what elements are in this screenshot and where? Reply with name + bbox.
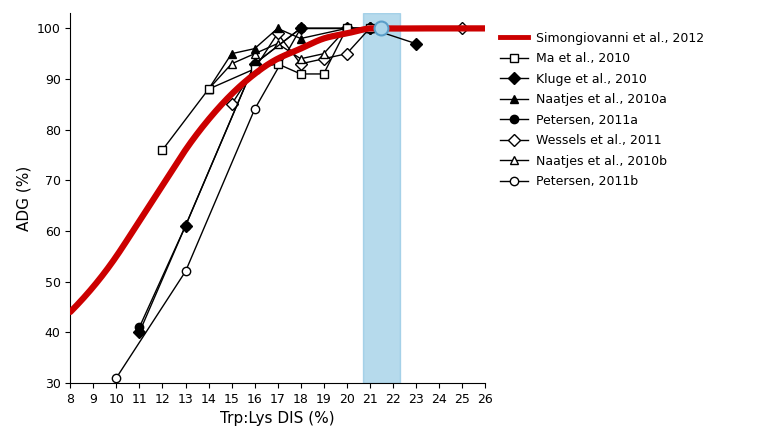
Legend: Simongiovanni et al., 2012, Ma et al., 2010, Kluge et al., 2010, Naatjes et al.,: Simongiovanni et al., 2012, Ma et al., 2… <box>495 27 709 193</box>
X-axis label: Trp:Lys DIS (%): Trp:Lys DIS (%) <box>221 411 335 426</box>
Y-axis label: ADG (%): ADG (%) <box>16 165 31 231</box>
Bar <box>363 13 400 383</box>
